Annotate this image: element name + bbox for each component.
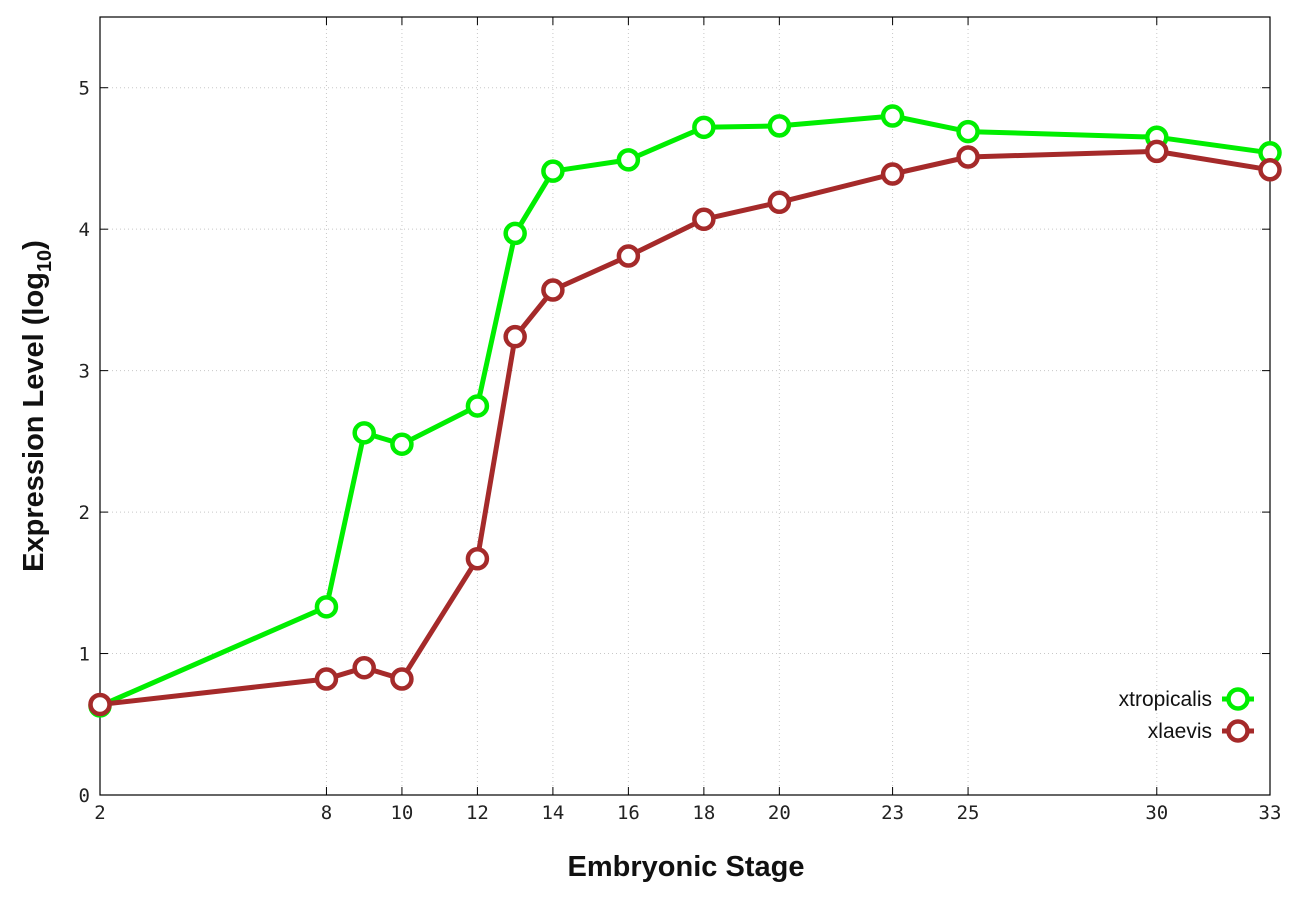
- legend-marker-swatch: [1226, 687, 1250, 711]
- data-point-xtropicalis: [352, 421, 376, 445]
- x-tick-label: 14: [541, 802, 564, 824]
- x-tick-label: 8: [321, 802, 332, 824]
- data-point-xlaevis: [390, 667, 414, 691]
- data-point-xlaevis: [503, 324, 527, 349]
- y-tick-label: 1: [79, 644, 90, 666]
- y-axis-title-subscript: 10: [34, 250, 56, 272]
- data-point-xlaevis: [314, 667, 339, 691]
- data-point-xlaevis: [465, 547, 490, 571]
- data-point-xtropicalis: [390, 432, 414, 456]
- data-point-xtropicalis: [541, 159, 565, 183]
- series-line-xtropicalis: [98, 113, 1271, 709]
- series-layer: [88, 104, 1282, 718]
- x-tick-label: 12: [466, 802, 489, 824]
- data-point-xlaevis: [352, 655, 376, 680]
- data-point-xtropicalis: [465, 394, 490, 418]
- data-point-xlaevis: [1145, 139, 1169, 164]
- data-point-xlaevis: [616, 244, 641, 268]
- x-tick-label: 20: [768, 802, 791, 824]
- legend-item-xlaevis: xlaevis: [1148, 719, 1254, 743]
- x-tick-label: 33: [1259, 802, 1282, 824]
- legend-marker-swatch: [1226, 719, 1250, 743]
- x-tick-label: 23: [881, 802, 904, 824]
- x-tick-label: 30: [1145, 802, 1168, 824]
- data-point-xlaevis: [767, 190, 792, 215]
- data-point-xtropicalis: [956, 119, 980, 144]
- y-axis-title-main: Expression Level (log: [18, 272, 50, 572]
- series-xlaevis: [88, 139, 1282, 717]
- series-line-xlaevis: [99, 148, 1271, 707]
- y-tick-label: 2: [79, 502, 90, 524]
- x-tick-label: 10: [390, 802, 413, 824]
- plot-frame: [99, 16, 1271, 796]
- data-point-xlaevis: [88, 692, 112, 717]
- data-point-xtropicalis: [767, 114, 792, 138]
- data-point-xlaevis: [956, 145, 980, 169]
- legend-label: xtropicalis: [1119, 688, 1212, 711]
- y-axis-title: Expression Level (log10): [18, 240, 56, 572]
- x-tick-label: 16: [617, 802, 640, 824]
- data-point-xlaevis: [1258, 158, 1282, 182]
- x-tick-label: 18: [692, 802, 715, 824]
- legend-label: xlaevis: [1148, 720, 1212, 743]
- legend: xtropicalis xlaevis: [1119, 687, 1254, 743]
- x-axis-title: Embryonic Stage: [568, 851, 805, 883]
- data-point-xlaevis: [541, 278, 565, 302]
- data-point-xlaevis: [692, 207, 716, 232]
- data-point-xtropicalis: [503, 221, 527, 246]
- data-point-xtropicalis: [692, 115, 716, 140]
- legend-item-xtropicalis: xtropicalis: [1119, 687, 1254, 711]
- data-point-xtropicalis: [880, 104, 905, 128]
- x-tick-label: 2: [94, 802, 105, 824]
- data-point-xtropicalis: [616, 148, 641, 172]
- series-xtropicalis: [88, 104, 1282, 718]
- y-axis-title-close: ): [18, 240, 50, 250]
- x-tick-label: 25: [957, 802, 980, 824]
- y-tick-label: 3: [79, 361, 90, 383]
- y-tick-label: 5: [79, 78, 90, 100]
- data-point-xtropicalis: [314, 595, 339, 619]
- data-point-xlaevis: [880, 162, 905, 186]
- y-tick-label: 4: [79, 219, 90, 241]
- y-tick-label: 0: [79, 785, 90, 807]
